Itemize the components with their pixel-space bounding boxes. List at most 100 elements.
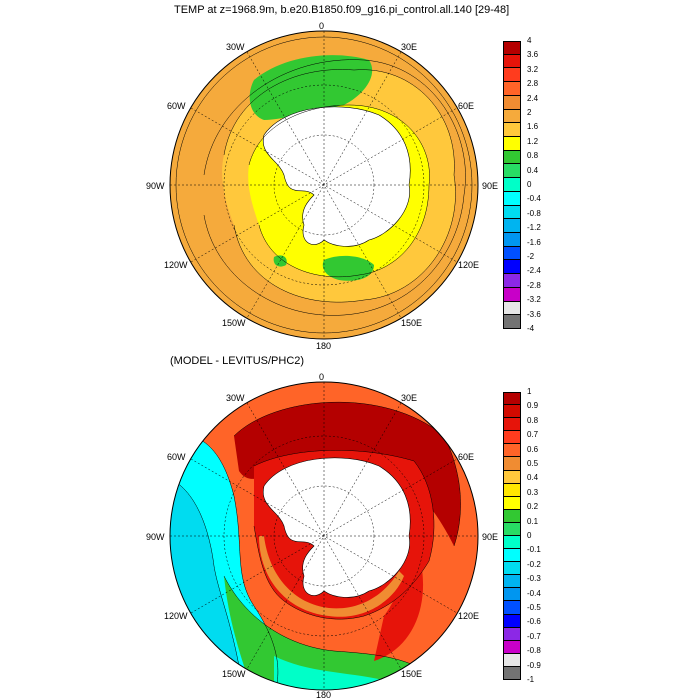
bottom-colorbar-box	[503, 509, 521, 523]
bottom-colorbar-label: 0.3	[527, 487, 539, 497]
bottom-lon-label-120e: 120E	[458, 611, 480, 621]
top-colorbar-box	[503, 205, 521, 220]
top-lon-label-60e: 60E	[458, 101, 475, 111]
bottom-colorbar-label: 0.4	[527, 473, 539, 483]
top-colorbar-label: 0.4	[527, 165, 539, 175]
bottom-colorbar-label: 0.8	[527, 415, 539, 425]
bottom-colorbar-box	[503, 536, 521, 550]
top-colorbar-box	[503, 150, 521, 165]
top-colorbar-label: -3.2	[527, 295, 541, 305]
top-colorbar-label: -2.4	[527, 266, 541, 276]
bottom-colorbar-box	[503, 640, 521, 654]
top-colorbar-label: 2	[527, 108, 532, 117]
top-colorbar-label: -0.4	[527, 194, 541, 204]
bottom-colorbar-label: 0.5	[527, 459, 539, 468]
bottom-colorbar-label: 0	[527, 531, 532, 540]
top-colorbar-label: 3.6	[527, 50, 539, 60]
bottom-colorbar-box	[503, 627, 521, 641]
top-colorbar-box	[503, 233, 521, 247]
bottom-colorbar-box	[503, 496, 521, 510]
bottom-colorbar-box	[503, 457, 521, 471]
top-colorbar-box	[503, 287, 521, 302]
top-colorbar-label: 1.2	[527, 136, 539, 146]
top-colorbar-box	[503, 123, 521, 137]
bottom-colorbar-box	[503, 601, 521, 615]
top-colorbar-label: -1.6	[527, 237, 541, 247]
bottom-lon-label-0: 0	[319, 372, 325, 382]
bottom-colorbar-label: 0.7	[527, 430, 539, 440]
bottom-colorbar-label: 0.1	[527, 516, 539, 526]
top-colorbar-label: 1.6	[527, 122, 539, 132]
top-colorbar-box	[503, 191, 521, 206]
top-lon-label-150e: 150E	[401, 318, 423, 328]
bottom-colorbar: 1 0.9 0.8 0.7 0.6 0.5 0.4 0.3 0.2 0.1 0 -0.1 -0.2 -0.…	[503, 387, 541, 684]
top-lon-label-0: 0	[319, 21, 325, 31]
top-lon-label-60w: 60W	[167, 101, 186, 111]
bottom-colorbar-label: -0.3	[527, 574, 541, 584]
top-lon-label-90w: 90W	[146, 181, 165, 191]
top-colorbar-label: 2.4	[527, 93, 539, 103]
bottom-colorbar-box	[503, 483, 521, 497]
top-colorbar-box	[503, 315, 521, 329]
bottom-colorbar-label: -0.5	[527, 603, 541, 612]
bottom-colorbar-box	[503, 418, 521, 432]
bottom-colorbar-label: 0.2	[527, 502, 539, 512]
bottom-colorbar-box	[503, 575, 521, 589]
top-colorbar-box	[503, 246, 521, 261]
top-colorbar-box	[503, 82, 521, 96]
bottom-colorbar-label: -0.6	[527, 617, 541, 627]
top-colorbar-box	[503, 301, 521, 316]
top-colorbar-label: -2.8	[527, 280, 541, 290]
top-lon-label-90e: 90E	[482, 181, 499, 191]
top-colorbar: 4 3.6 3.2 2.8 2.4 2 1.6 1.2 0.8 0.4 0 -0.4 -0.8 -1.2 -…	[503, 36, 541, 333]
bottom-lon-label-30w: 30W	[226, 393, 245, 403]
top-lon-label-120w: 120W	[164, 260, 188, 270]
bottom-colorbar-box	[503, 392, 521, 406]
bottom-colorbar-box	[503, 405, 521, 419]
bottom-colorbar-box	[503, 588, 521, 602]
bottom-colorbar-box	[503, 470, 521, 484]
top-colorbar-label: -1.2	[527, 223, 541, 233]
top-lon-label-30e: 30E	[401, 42, 418, 52]
bottom-colorbar-label: -0.9	[527, 660, 541, 670]
bottom-polar-map	[169, 381, 479, 691]
bottom-colorbar-label: 0.9	[527, 401, 539, 411]
top-lon-label-150w: 150W	[222, 318, 246, 328]
top-lon-label-30w: 30W	[226, 42, 245, 52]
bottom-colorbar-box	[503, 431, 521, 445]
top-colorbar-label: 0.8	[527, 151, 539, 161]
top-colorbar-box	[503, 109, 521, 124]
bottom-lon-label-150w: 150W	[222, 669, 246, 679]
bottom-colorbar-label: 1	[527, 387, 532, 396]
bottom-colorbar-box	[503, 614, 521, 628]
top-colorbar-box	[503, 164, 521, 179]
top-colorbar-box	[503, 41, 521, 55]
bottom-lon-label-60e: 60E	[458, 452, 475, 462]
bottom-lon-label-120w: 120W	[164, 611, 188, 621]
top-colorbar-label: 4	[527, 36, 532, 45]
bottom-colorbar-box	[503, 522, 521, 536]
top-colorbar-label: -0.8	[527, 208, 541, 218]
bottom-lon-label-90w: 90W	[146, 532, 165, 542]
bottom-colorbar-box	[503, 549, 521, 563]
top-colorbar-box	[503, 54, 521, 69]
bottom-colorbar-label: -0.2	[527, 559, 541, 569]
top-colorbar-box	[503, 95, 521, 110]
top-colorbar-box	[503, 178, 521, 192]
bottom-panel-title: (MODEL - LEVITUS/PHC2)	[170, 355, 305, 367]
bottom-colorbar-box	[503, 562, 521, 576]
top-colorbar-label: 3.2	[527, 64, 539, 74]
bottom-lon-label-180: 180	[316, 690, 332, 700]
bottom-colorbar-box	[503, 653, 521, 667]
bottom-lon-label-60w: 60W	[167, 452, 186, 462]
bottom-colorbar-label: -1	[527, 675, 535, 684]
top-colorbar-box	[503, 260, 521, 275]
top-colorbar-box	[503, 137, 521, 151]
bottom-colorbar-label: -0.4	[527, 588, 541, 598]
top-lon-label-180: 180	[316, 341, 332, 351]
top-colorbar-box	[503, 274, 521, 288]
bottom-colorbar-label: -0.8	[527, 646, 541, 656]
top-colorbar-box	[503, 68, 521, 83]
top-colorbar-label: -3.6	[527, 309, 541, 319]
top-colorbar-label: -4	[527, 324, 535, 333]
